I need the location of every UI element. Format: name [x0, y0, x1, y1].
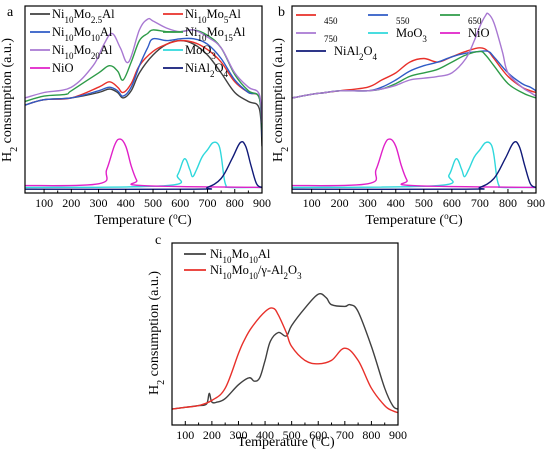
legend-label-a-1: Ni10Mo5Al [185, 7, 241, 25]
x-tick-label-b-7: 800 [499, 196, 517, 210]
x-tick-label-b-0: 100 [303, 196, 321, 210]
x-tick-label-c-4: 500 [283, 428, 301, 442]
y-axis-label-a: H2 consumption (a.u.) [0, 38, 20, 162]
x-tick-label-b-3: 400 [387, 196, 405, 210]
series-line-b-4 [292, 141, 536, 189]
legend-label-b-5: NiO [468, 26, 490, 40]
legend-b: 450 550 650 750 MoO3 NiO NiAl2O4 [296, 14, 490, 62]
series-line-a-2 [25, 37, 262, 138]
y-axis-label-b: H2 consumption (a.u.) [271, 38, 291, 162]
x-tick-label-b-2: 300 [359, 196, 377, 210]
series-line-b-5 [292, 138, 536, 189]
x-tick-label-b-1: 200 [331, 196, 349, 210]
series-line-a-4 [25, 17, 262, 124]
legend-label-b-4: MoO3 [396, 26, 427, 44]
x-tick-label-c-1: 200 [203, 428, 221, 442]
x-axis-label-a: Temperature (oC) [94, 211, 192, 228]
x-axis-label-c: Temperature (oC) [237, 433, 335, 450]
legend-label-a-0: Ni10Mo2.5Al [52, 7, 115, 25]
x-tick-label-c-0: 100 [176, 428, 194, 442]
legend-label-a-4: Ni10Mo20Al [52, 43, 113, 61]
legend-label-b-0: 450 [324, 16, 338, 26]
legend-label-c-0: Ni10Mo10Al [210, 247, 271, 265]
legend-label-a-2: Ni10Mo10Al [52, 25, 113, 43]
legend-label-b-3: 750 [324, 34, 338, 44]
x-tick-label-c-3: 400 [256, 428, 274, 442]
x-tick-label-b-8: 900 [527, 196, 545, 210]
x-tick-label-a-7: 800 [226, 196, 244, 210]
legend-label-b-2: 650 [468, 16, 482, 26]
x-tick-label-a-6: 700 [199, 196, 217, 210]
series-line-a-6 [25, 138, 262, 189]
plot-frame-c [171, 242, 399, 426]
legend-a: Ni10Mo2.5Al Ni10Mo5Al Ni10Mo10Al Ni10Mo15Al… [30, 7, 246, 79]
panel-letter-a: a [7, 5, 14, 20]
series-line-b-2 [292, 50, 536, 99]
x-tick-label-b-4: 500 [415, 196, 433, 210]
x-tick-label-c-2: 300 [229, 428, 247, 442]
series-group-c [172, 293, 398, 414]
legend-label-a-7: NiAl2O4 [185, 61, 229, 79]
series-group-a [25, 17, 262, 191]
series-line-c-1 [172, 307, 398, 414]
x-tick-label-a-5: 600 [171, 196, 189, 210]
x-tick-label-a-3: 400 [117, 196, 135, 210]
series-line-c-0 [172, 293, 398, 410]
panel-c: 100 200 300 400 500 600 700 800 900 Temperature (… [147, 233, 407, 450]
x-tick-label-a-4: 500 [144, 196, 162, 210]
series-line-a-1 [25, 39, 262, 132]
legend-label-a-3: Ni10Mo15Al [185, 25, 246, 43]
x-tick-label-b-6: 700 [471, 196, 489, 210]
x-tick-label-a-1: 200 [62, 196, 80, 210]
legend-label-a-5: MoO3 [185, 43, 216, 61]
legend-label-b-6: NiAl2O4 [334, 44, 378, 62]
x-tick-label-c-5: 600 [309, 428, 327, 442]
plot-frame-a [24, 5, 263, 194]
x-tick-label-a-2: 300 [90, 196, 108, 210]
series-line-b-3 [292, 12, 536, 99]
legend-label-a-6: NiO [52, 61, 74, 75]
x-axis-label-b: Temperature (oC) [365, 211, 463, 228]
x-tick-label-b-5: 600 [443, 196, 461, 210]
series-line-b-6 [292, 141, 536, 191]
legend-label-c-1: Ni10Mo10/γ-Al2O3 [210, 263, 302, 281]
plot-frame-b [291, 5, 537, 194]
x-tick-label-c-7: 800 [362, 428, 380, 442]
series-line-a-0 [25, 39, 262, 147]
x-tick-label-c-6: 700 [336, 428, 354, 442]
x-tick-label-a-8: 900 [253, 196, 271, 210]
y-axis-label-c: H2 consumption (a.u.) [147, 271, 167, 395]
panel-a: 100 200 300 400 500 600 700 800 900 Temperature (… [0, 5, 271, 228]
series-group-b [292, 12, 536, 191]
x-tick-label-c-8: 900 [389, 428, 407, 442]
x-tick-label-a-0: 100 [35, 196, 53, 210]
series-line-a-5 [25, 141, 262, 189]
panel-letter-b: b [278, 5, 285, 20]
legend-label-b-1: 550 [396, 16, 410, 26]
panel-letter-c: c [155, 233, 161, 248]
series-line-a-7 [25, 141, 262, 191]
panel-b: 100 200 300 400 500 600 700 800 900 Temperature (… [271, 5, 545, 228]
